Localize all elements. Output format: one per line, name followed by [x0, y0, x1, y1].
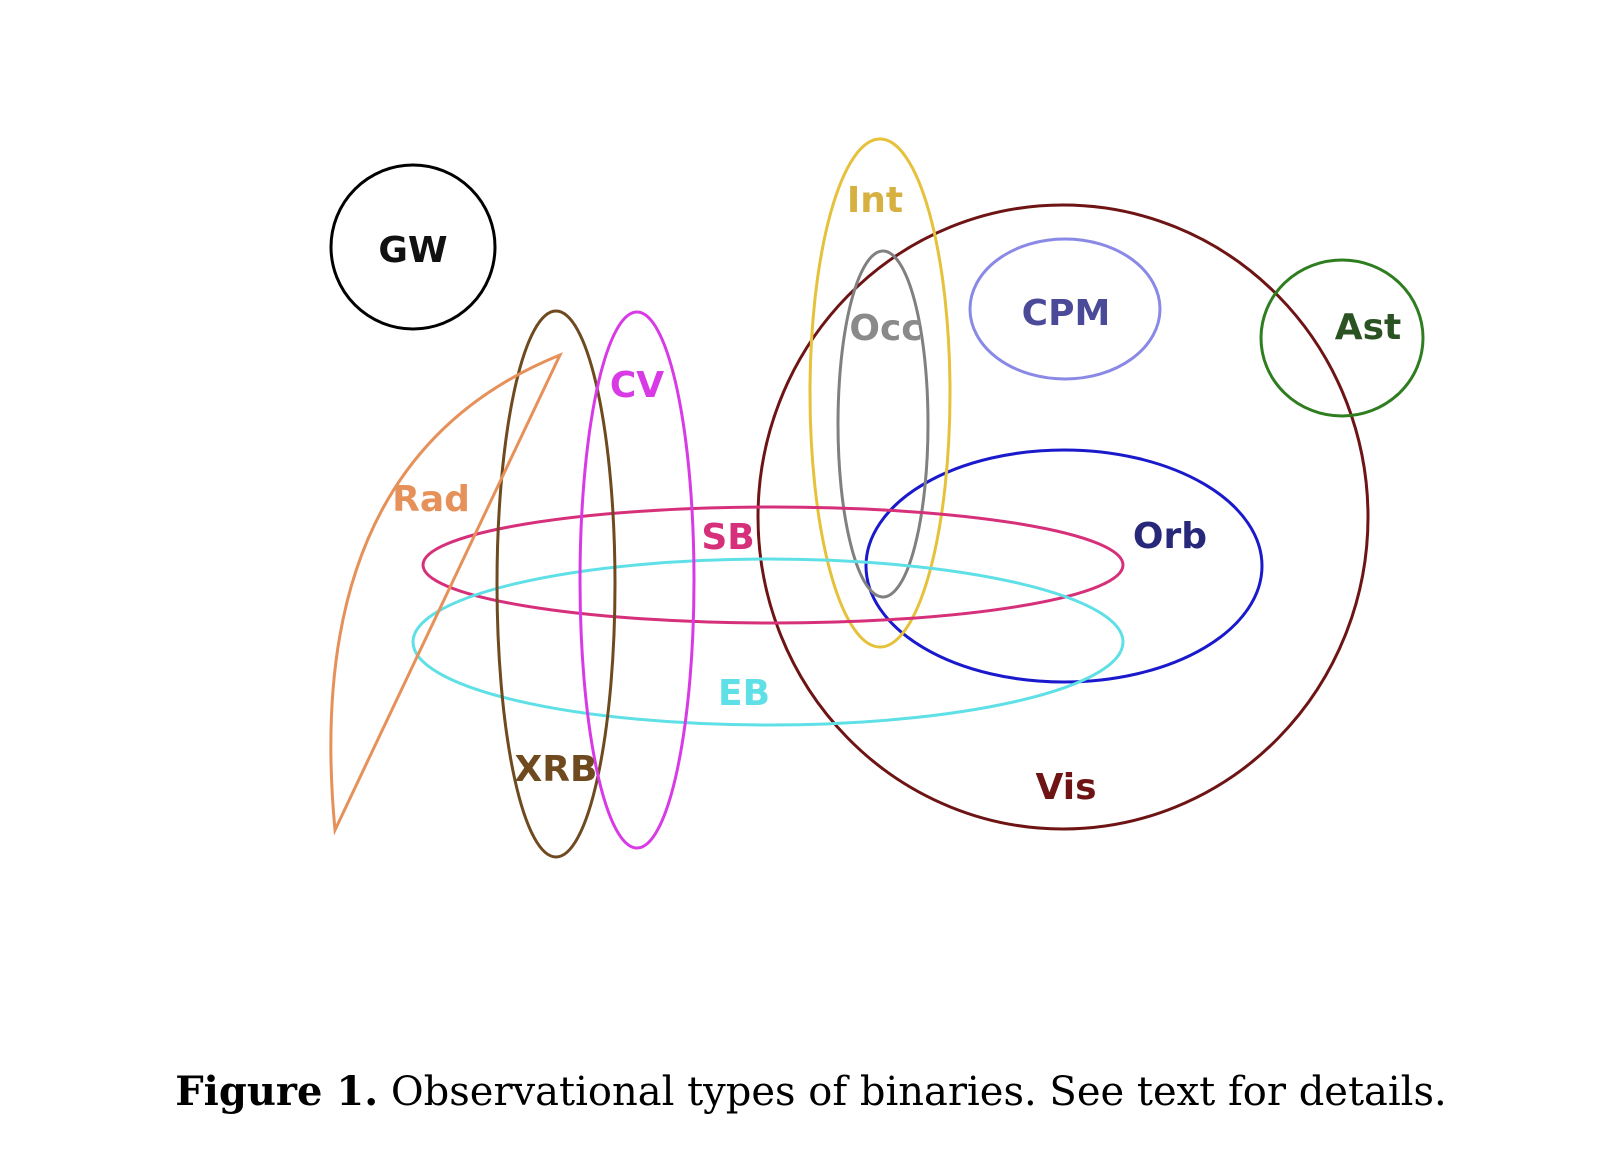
int-label: Int	[847, 180, 903, 221]
caption-text: Observational types of binaries. See tex…	[378, 1069, 1447, 1115]
rad-label: Rad	[392, 479, 470, 520]
orb-label: Orb	[1133, 516, 1207, 557]
vis-circle	[756, 203, 1370, 831]
occ-label: Occ	[849, 308, 922, 349]
occ-ellipse	[836, 249, 930, 599]
cpm-ellipse	[968, 237, 1162, 381]
xrb-ellipse	[495, 309, 617, 859]
cv-ellipse	[578, 310, 696, 850]
figure-number: Figure 1.	[175, 1068, 379, 1115]
gw-circle	[329, 163, 497, 331]
orb-ellipse	[864, 448, 1264, 684]
int-ellipse	[808, 137, 952, 649]
vis-label: Vis	[1036, 767, 1097, 808]
ast-label: Ast	[1335, 307, 1402, 348]
xrb-label: XRB	[515, 749, 598, 790]
eb-label: EB	[718, 673, 770, 714]
cv-label: CV	[610, 365, 664, 406]
venn-diagram: GW Int Occ CPM Ast CV Rad SB Orb EB XRB …	[329, 137, 1425, 859]
sb-label: SB	[701, 517, 754, 558]
gw-label: GW	[378, 230, 447, 271]
rad-shape	[329, 352, 564, 836]
figure-caption: Figure 1. Observational types of binarie…	[0, 1068, 1622, 1115]
eb-ellipse	[411, 557, 1125, 727]
cpm-label: CPM	[1022, 293, 1111, 334]
ast-circle	[1259, 258, 1425, 418]
sb-ellipse	[421, 505, 1125, 625]
